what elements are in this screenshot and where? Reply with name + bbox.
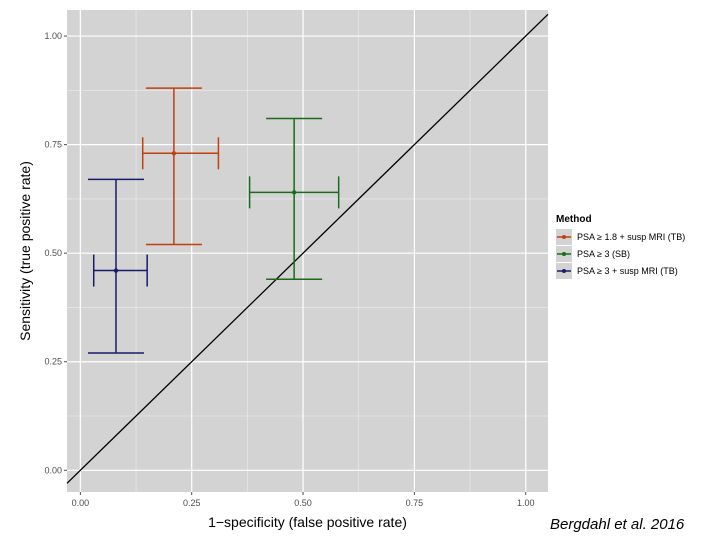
y-tick-label: 0.00 [44, 465, 62, 475]
legend-item: PSA ≥ 3 (SB) [556, 246, 630, 262]
x-tick-label: 0.75 [406, 498, 424, 508]
data-marks [87, 87, 340, 354]
x-tick-label: 1.00 [517, 498, 535, 508]
legend-label: PSA ≥ 3 + susp MRI (TB) [577, 266, 678, 276]
data-point [171, 151, 177, 156]
x-axis-label: 1−specificity (false positive rate) [208, 514, 407, 530]
legend-item: PSA ≥ 1.8 + susp MRI (TB) [556, 229, 685, 245]
x-tick-label: 0.00 [72, 498, 90, 508]
data-point [291, 190, 297, 195]
legend-item: PSA ≥ 3 + susp MRI (TB) [556, 263, 678, 279]
legend: Method PSA ≥ 1.8 + susp MRI (TB) PSA ≥ 3 … [556, 214, 685, 279]
y-tick-label: 0.50 [44, 248, 62, 258]
axis-ticks: 0.00 0.25 0.50 0.75 1.00 0.00 0.25 0.50 0.75 1.00 [44, 31, 534, 508]
plot-panel [67, 10, 548, 492]
legend-title: Method [556, 214, 592, 225]
diagonal-line [66, 13, 549, 484]
y-tick-label: 1.00 [44, 31, 62, 41]
legend-key-point [562, 269, 566, 273]
series-1 [141, 87, 220, 246]
series-3 [87, 178, 148, 354]
legend-key-point [562, 235, 566, 239]
legend-key-point [562, 252, 566, 256]
x-tick-label: 0.50 [294, 498, 312, 508]
legend-label: PSA ≥ 1.8 + susp MRI (TB) [577, 232, 685, 242]
x-tick-label: 0.25 [183, 498, 201, 508]
legend-label: PSA ≥ 3 (SB) [577, 249, 630, 259]
grid-lines [67, 10, 548, 492]
citation-caption: Bergdahl et al. 2016 [550, 516, 685, 533]
data-point [113, 268, 119, 273]
y-tick-label: 0.75 [44, 140, 62, 150]
y-axis-label: Sensitivity (true positive rate) [17, 161, 33, 341]
diagonal-reference [66, 13, 549, 484]
series-2 [248, 117, 340, 280]
y-tick-label: 0.25 [44, 357, 62, 367]
